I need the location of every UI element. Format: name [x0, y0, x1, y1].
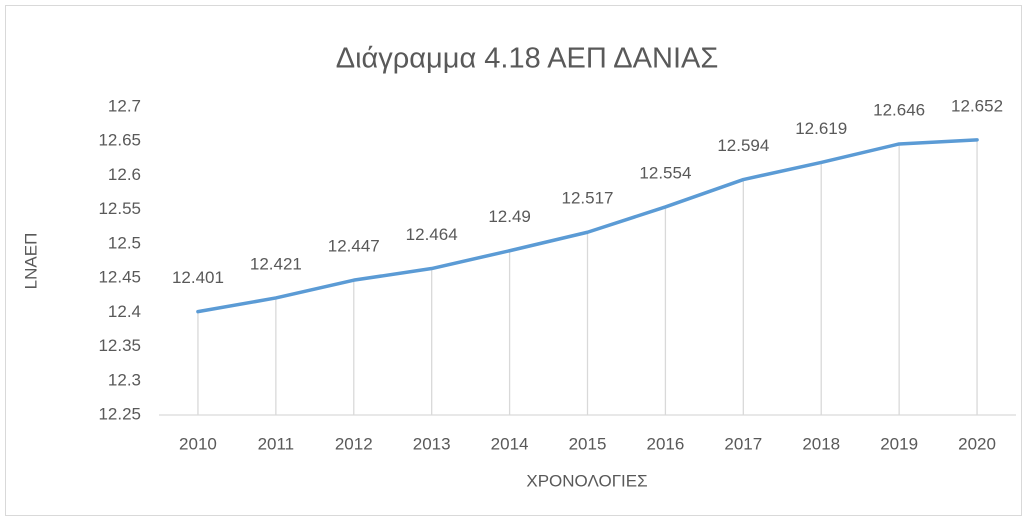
- x-tick-label: 2011: [258, 434, 295, 453]
- y-tick-label: 12.6: [108, 165, 141, 184]
- data-label: 12.646: [873, 100, 925, 119]
- series-line: [196, 138, 979, 314]
- chart-border: [5, 5, 1022, 516]
- x-tick-label: 2010: [179, 434, 217, 453]
- y-tick-label: 12.25: [98, 404, 141, 423]
- y-tick-label: 12.65: [98, 131, 141, 150]
- y-tick-label: 12.3: [108, 370, 141, 389]
- data-label: 12.554: [639, 163, 691, 182]
- x-tick-label: 2012: [335, 434, 373, 453]
- y-tick-label: 12.45: [98, 268, 141, 287]
- data-label: 12.594: [717, 136, 769, 155]
- x-tick-label: 2019: [880, 434, 918, 453]
- y-tick-label: 12.7: [108, 96, 141, 115]
- data-label: 12.652: [951, 96, 1003, 115]
- x-tick-label: 2018: [802, 434, 840, 453]
- y-tick-label: 12.4: [108, 302, 141, 321]
- y-tick-label: 12.55: [98, 199, 141, 218]
- x-tick-label: 2017: [724, 434, 762, 453]
- data-label: 12.401: [172, 268, 224, 287]
- chart-title: Διάγραμμα 4.18 ΑΕΠ ΔΑΝΙΑΣ: [336, 43, 719, 75]
- x-tick-label: 2020: [958, 434, 996, 453]
- y-tick-label: 12.5: [108, 233, 141, 252]
- y-tick-label: 12.35: [98, 336, 141, 355]
- x-axis-label: ΧΡΟΝΟΛΟΓΙΕΣ: [526, 471, 647, 490]
- data-label: 12.49: [488, 207, 531, 226]
- data-label: 12.447: [328, 237, 380, 256]
- x-tick-label: 2014: [491, 434, 529, 453]
- x-tick-label: 2013: [413, 434, 451, 453]
- data-label: 12.421: [250, 254, 302, 273]
- x-tick-label: 2016: [646, 434, 684, 453]
- x-tick-label: 2015: [569, 434, 607, 453]
- data-label: 12.517: [562, 189, 614, 208]
- y-axis-label: LNAEΠ: [21, 233, 40, 290]
- data-label: 12.464: [406, 225, 458, 244]
- data-label: 12.619: [795, 119, 847, 138]
